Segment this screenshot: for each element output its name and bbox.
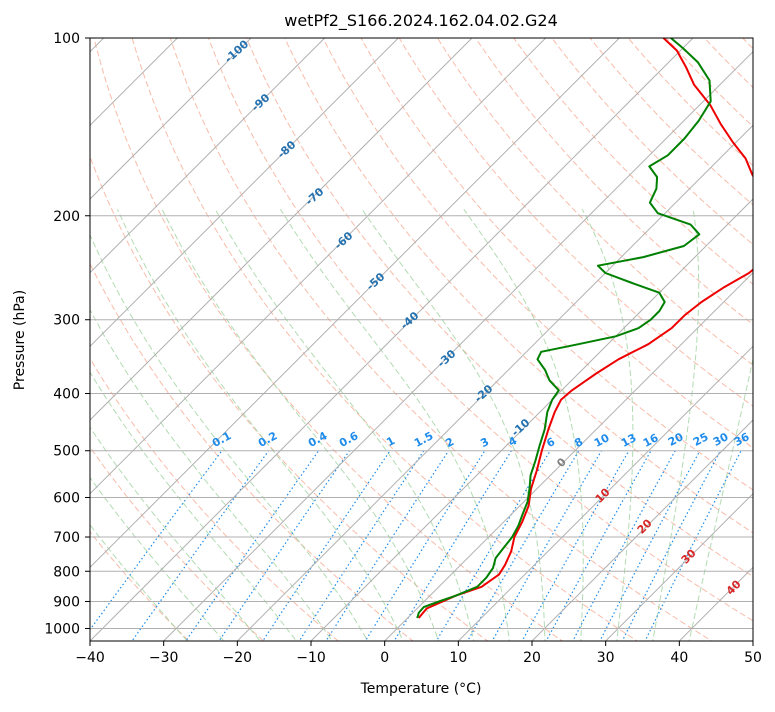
- x-tick-label: 10: [449, 650, 467, 666]
- y-tick-label: 800: [53, 564, 80, 580]
- x-tick-label: −30: [149, 650, 179, 666]
- y-tick-label: 300: [53, 313, 80, 329]
- x-tick-label: 20: [523, 650, 541, 666]
- x-tick-label: −10: [296, 650, 326, 666]
- y-tick-label: 500: [53, 444, 80, 460]
- y-tick-label: 1000: [44, 621, 80, 637]
- x-tick-label: 30: [597, 650, 615, 666]
- y-tick-label: 600: [53, 490, 80, 506]
- y-axis-label: Pressure (hPa): [12, 290, 28, 390]
- x-tick-label: 50: [744, 650, 762, 666]
- y-tick-label: 200: [53, 209, 80, 225]
- x-axis-label: Temperature (°C): [360, 681, 482, 697]
- y-tick-label: 400: [53, 387, 80, 403]
- x-tick-label: −40: [75, 650, 105, 666]
- y-tick-label: 900: [53, 594, 80, 610]
- x-tick-label: 40: [670, 650, 688, 666]
- x-tick-label: −20: [223, 650, 253, 666]
- x-tick-label: 0: [380, 650, 389, 666]
- y-tick-label: 700: [53, 530, 80, 546]
- y-tick-label: 100: [53, 31, 80, 47]
- chart-title: wetPf2_S166.2024.162.04.02.G24: [284, 11, 558, 31]
